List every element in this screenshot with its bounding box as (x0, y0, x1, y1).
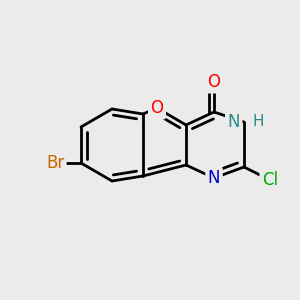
Text: N: N (227, 113, 240, 131)
Text: N: N (208, 169, 220, 187)
Text: H: H (252, 115, 263, 130)
Text: Cl: Cl (262, 171, 278, 189)
Text: O: O (151, 99, 164, 117)
Text: Br: Br (46, 154, 64, 172)
Text: O: O (208, 73, 220, 91)
